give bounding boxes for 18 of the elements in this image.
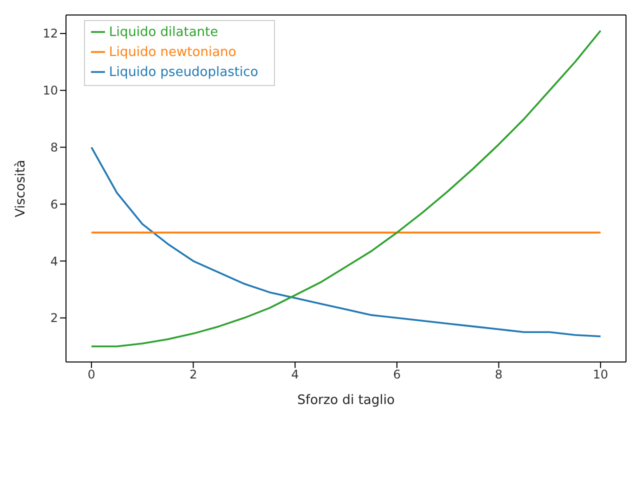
y-tick-label: 10 <box>42 84 58 98</box>
y-tick-label: 12 <box>42 26 58 41</box>
x-tick-label: 4 <box>291 368 299 382</box>
y-axis-title: Viscosità <box>14 160 29 218</box>
legend-label: Liquido pseudoplastico <box>109 65 258 80</box>
y-tick-label: 4 <box>50 254 58 268</box>
x-tick-label: 0 <box>88 368 96 382</box>
x-tick-label: 8 <box>494 368 503 382</box>
line-series <box>90 146 602 338</box>
y-tick-label: 8 <box>50 140 58 155</box>
legend-label: Liquido newtoniano <box>109 45 236 60</box>
y-tick-label: 2 <box>50 311 58 326</box>
x-tick-label: 2 <box>189 368 198 382</box>
legend-label: Liquido dilatante <box>109 25 218 40</box>
x-tick-label: 6 <box>393 368 401 382</box>
y-tick-label: 6 <box>50 197 58 212</box>
x-axis-title: Sforzo di taglio <box>297 393 395 408</box>
x-tick-label: 10 <box>592 368 608 382</box>
